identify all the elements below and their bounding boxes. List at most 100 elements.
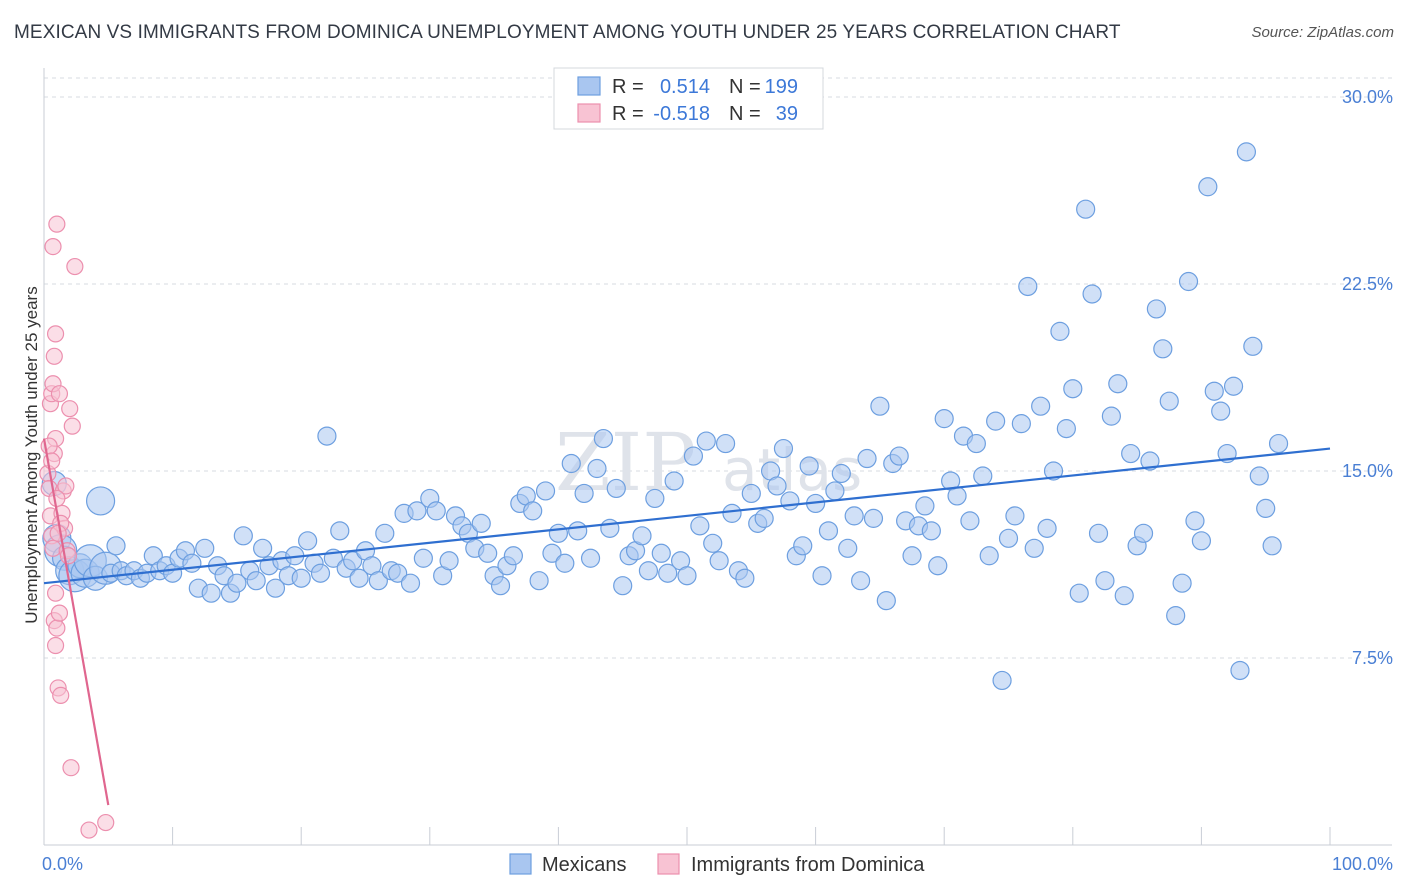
y-tick-labels: 7.5% 15.0% 22.5% 30.0% xyxy=(1342,87,1393,668)
point-mexicans-81 xyxy=(542,543,562,563)
point-mexicans-112 xyxy=(741,483,761,504)
point-mexicans-99 xyxy=(658,563,678,583)
point-mexicans-106 xyxy=(703,533,723,553)
point-mexicans-83 xyxy=(555,553,575,573)
point-mexicans-104 xyxy=(690,516,710,536)
trend-line-mexicans xyxy=(43,447,1331,585)
point-mexicans-147 xyxy=(966,433,986,454)
point-mexicans-108 xyxy=(715,433,736,454)
point-mexicans-151 xyxy=(992,670,1012,691)
point-mexicans-141 xyxy=(928,556,948,576)
point-mexicans-107 xyxy=(709,551,729,571)
point-mexicans-10 xyxy=(85,486,116,516)
point-immigrants-from-dominica-12 xyxy=(44,238,62,256)
y-tick-label-0: 7.5% xyxy=(1352,648,1393,668)
point-mexicans-163 xyxy=(1069,583,1089,603)
point-mexicans-137 xyxy=(902,546,922,566)
x-tick-label-max: 100.0% xyxy=(1332,854,1393,874)
point-mexicans-123 xyxy=(812,566,832,586)
point-mexicans-73 xyxy=(490,576,511,596)
legend-r-value-1: 0.514 xyxy=(660,76,710,98)
point-mexicans-103 xyxy=(683,446,704,466)
point-mexicans-114 xyxy=(754,508,774,528)
point-mexicans-45 xyxy=(310,563,331,583)
point-mexicans-176 xyxy=(1153,339,1173,359)
bottom-legend-dominica: Immigrants from Dominica xyxy=(691,854,925,876)
point-mexicans-46 xyxy=(317,426,337,446)
point-mexicans-75 xyxy=(503,546,523,566)
point-mexicans-155 xyxy=(1018,276,1038,297)
point-mexicans-167 xyxy=(1095,571,1115,591)
point-mexicans-173 xyxy=(1133,523,1154,543)
point-mexicans-148 xyxy=(973,466,993,486)
point-mexicans-144 xyxy=(947,486,967,506)
point-immigrants-from-dominica-25 xyxy=(48,619,66,637)
point-mexicans-36 xyxy=(253,538,273,558)
point-mexicans-149 xyxy=(979,546,999,566)
legend-swatch-mexicans xyxy=(577,76,601,96)
point-mexicans-102 xyxy=(677,566,697,586)
point-mexicans-59 xyxy=(400,573,421,593)
y-tick-label-2: 22.5% xyxy=(1342,274,1393,294)
point-mexicans-51 xyxy=(349,568,369,588)
point-mexicans-129 xyxy=(851,571,871,591)
point-mexicans-55 xyxy=(375,523,395,543)
point-mexicans-128 xyxy=(844,506,864,526)
point-mexicans-57 xyxy=(388,563,408,583)
point-mexicans-117 xyxy=(773,438,794,459)
point-mexicans-63 xyxy=(426,501,446,521)
point-immigrants-from-dominica-10 xyxy=(45,347,63,365)
point-mexicans-111 xyxy=(735,568,755,588)
point-immigrants-from-dominica-14 xyxy=(50,385,69,403)
point-mexicans-100 xyxy=(664,471,684,491)
x-tick-labels: 0.0% 100.0% xyxy=(42,854,1393,874)
point-mexicans-116 xyxy=(767,476,787,496)
point-mexicans-171 xyxy=(1121,443,1141,464)
point-mexicans-120 xyxy=(793,536,813,556)
point-mexicans-165 xyxy=(1082,284,1102,304)
point-mexicans-96 xyxy=(638,561,659,581)
point-mexicans-98 xyxy=(651,543,671,563)
point-mexicans-194 xyxy=(1268,433,1289,454)
point-mexicans-130 xyxy=(857,448,877,469)
point-mexicans-71 xyxy=(478,543,498,563)
point-mexicans-42 xyxy=(291,568,311,588)
point-mexicans-80 xyxy=(535,481,556,501)
point-mexicans-92 xyxy=(613,576,633,596)
point-mexicans-13 xyxy=(106,536,126,556)
point-mexicans-164 xyxy=(1076,199,1096,219)
legend-r-value-2: -0.518 xyxy=(653,103,710,125)
y-axis-label: Unemployment Among Youth under 25 years xyxy=(22,286,41,623)
point-mexicans-65 xyxy=(439,551,459,571)
point-mexicans-105 xyxy=(696,431,716,451)
point-mexicans-33 xyxy=(233,526,253,546)
point-mexicans-174 xyxy=(1140,451,1160,471)
point-mexicans-160 xyxy=(1050,321,1070,341)
point-mexicans-95 xyxy=(632,526,652,546)
point-mexicans-187 xyxy=(1223,376,1244,396)
point-mexicans-70 xyxy=(471,513,491,533)
point-mexicans-131 xyxy=(863,508,884,528)
y-tick-label-1: 15.0% xyxy=(1342,461,1393,481)
source-label: Source: ZipAtlas.com xyxy=(1251,24,1394,41)
point-immigrants-from-dominica-35 xyxy=(62,759,80,777)
point-mexicans-32 xyxy=(227,573,247,593)
point-mexicans-60 xyxy=(407,501,427,521)
bottom-legend-swatch-dominica xyxy=(657,853,680,875)
point-mexicans-162 xyxy=(1063,379,1083,399)
point-mexicans-61 xyxy=(413,548,433,568)
point-mexicans-166 xyxy=(1088,523,1109,543)
series-legend: Mexicans Immigrants from Dominica xyxy=(509,853,925,876)
y-tick-label-3: 30.0% xyxy=(1342,87,1393,107)
point-mexicans-84 xyxy=(561,453,581,474)
legend-n-label-2: N = xyxy=(729,103,761,125)
point-immigrants-from-dominica-4 xyxy=(44,539,62,557)
point-mexicans-89 xyxy=(593,428,614,449)
point-mexicans-157 xyxy=(1031,396,1051,416)
trend-lines xyxy=(42,438,1331,806)
legend-r-label-1: R = xyxy=(612,76,644,98)
legend-n-label-1: N = xyxy=(729,76,761,98)
chart-title: MEXICAN VS IMMIGRANTS FROM DOMINICA UNEM… xyxy=(14,22,1121,43)
point-mexicans-126 xyxy=(831,463,851,484)
point-mexicans-179 xyxy=(1172,573,1192,593)
